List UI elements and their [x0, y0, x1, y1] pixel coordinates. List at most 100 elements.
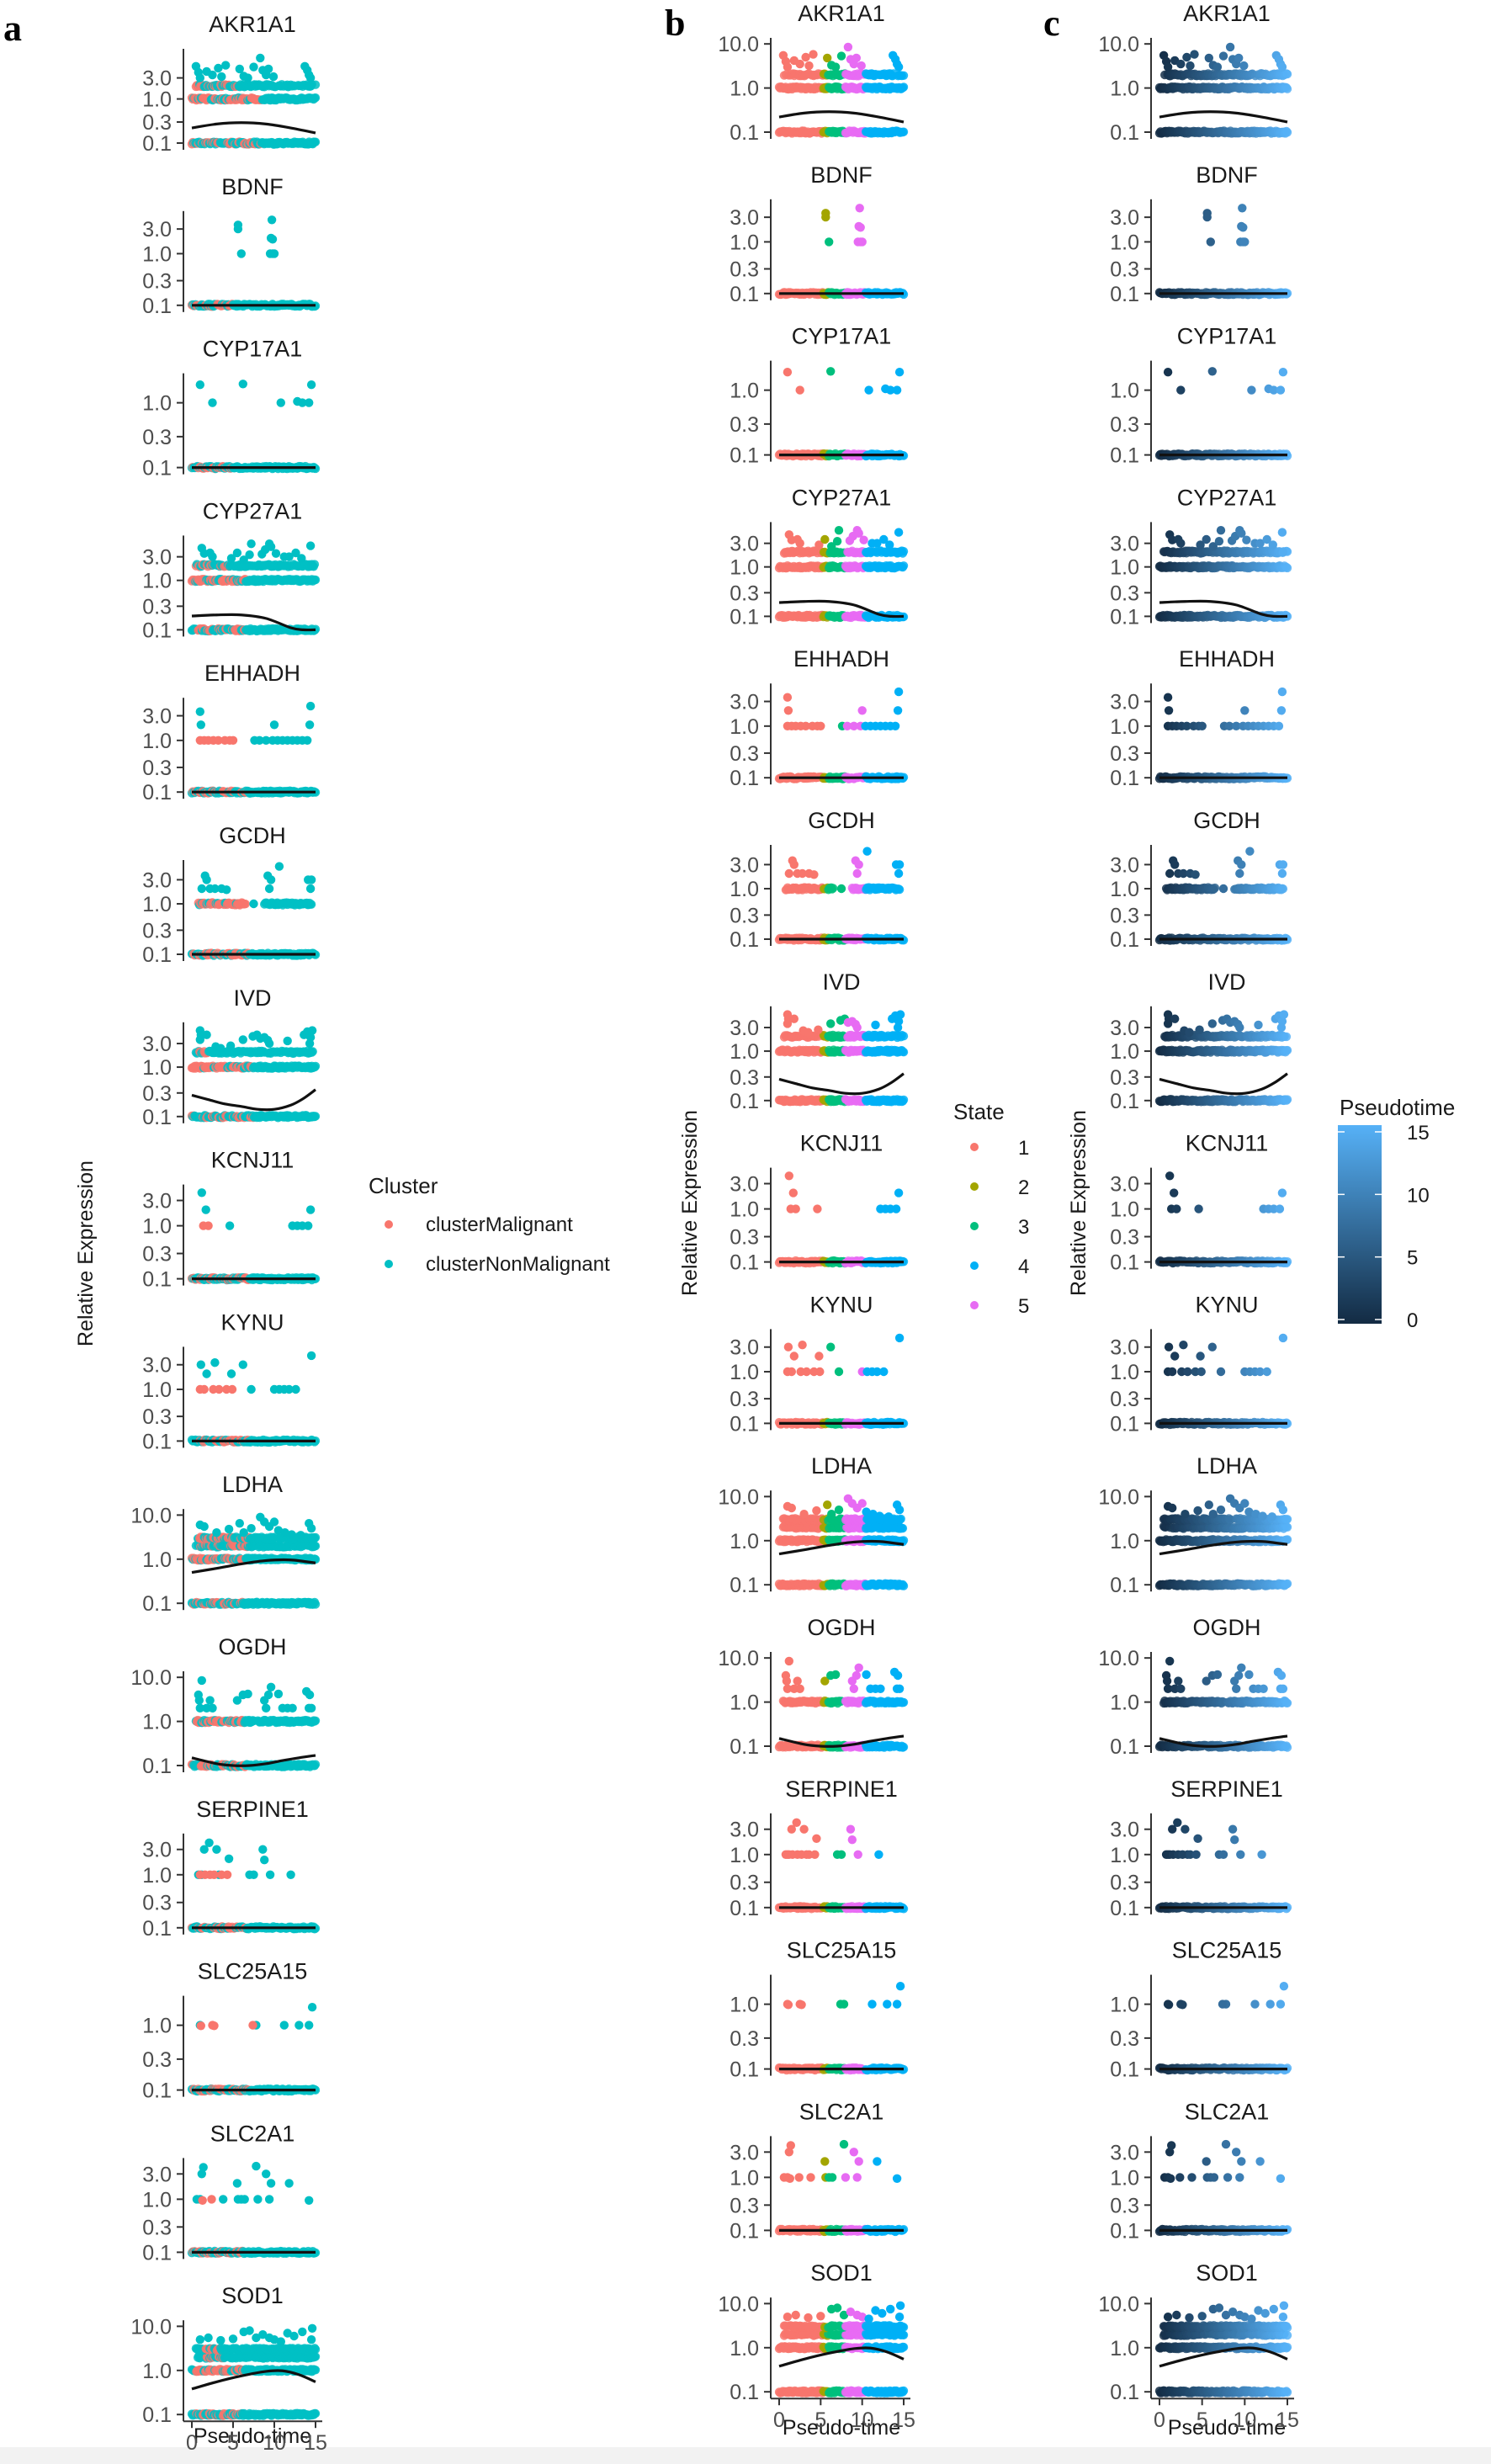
y-axis-title-b: Relative Expression [678, 1110, 702, 1296]
colorbar-tick-label: 10 [1407, 1184, 1430, 1207]
data-point [306, 900, 316, 909]
data-point [232, 548, 242, 558]
data-point [195, 380, 204, 390]
data-point [305, 720, 315, 730]
y-tick-label: 0.1 [142, 1430, 172, 1453]
gene-title: SERPINE1 [196, 1797, 309, 1822]
data-point [269, 720, 279, 730]
legend-state-swatch-2 [970, 1182, 979, 1191]
y-tick-label: 0.3 [142, 111, 172, 135]
data-point [855, 204, 864, 213]
data-point [196, 1360, 205, 1369]
data-point [247, 539, 256, 549]
y-tick-label: 3.0 [142, 2163, 172, 2186]
legend-state-swatch-3 [970, 1222, 979, 1230]
data-point [795, 385, 804, 395]
column-a: AKR1A13.01.00.30.1BDNF3.01.00.30.1CYP17A… [130, 12, 327, 2455]
y-tick-label: 1.0 [142, 1378, 172, 1402]
data-point [197, 1188, 206, 1197]
data-point [268, 235, 278, 244]
data-point [240, 2195, 249, 2204]
data-point [198, 2196, 207, 2205]
y-tick-label: 0.3 [730, 258, 759, 282]
y-tick-label: 0.1 [142, 1268, 172, 1292]
data-point [264, 884, 274, 894]
data-point [276, 2337, 285, 2346]
y-tick-label: 0.1 [142, 943, 172, 967]
y-tick-label: 3.0 [142, 218, 172, 242]
data-point [852, 53, 861, 63]
data-point [269, 249, 279, 258]
y-tick-label: 1.0 [142, 893, 172, 916]
data-point [294, 2021, 304, 2030]
colorbar-tick-label: 0 [1407, 1309, 1418, 1332]
data-point [263, 1690, 273, 1700]
gene-title: GCDH [219, 823, 286, 848]
data-point [264, 1038, 274, 1049]
data-point [204, 1221, 213, 1230]
data-point [241, 900, 250, 909]
data-point [197, 884, 206, 894]
data-point [199, 1521, 209, 1532]
y-tick-label: 1.0 [142, 1864, 172, 1888]
gene-title: BDNF [221, 174, 284, 199]
y-tick-label: 1.0 [142, 730, 172, 753]
y-tick-label: 1.0 [142, 2188, 172, 2212]
data-point [194, 1696, 204, 1705]
data-point [804, 61, 814, 71]
data-point [263, 64, 273, 74]
data-point [856, 223, 865, 232]
data-point [306, 1351, 316, 1361]
data-point [826, 367, 836, 376]
data-point [273, 1689, 284, 1699]
data-point [248, 2021, 257, 2030]
data-point [195, 707, 204, 716]
data-point [243, 73, 252, 82]
data-point [202, 875, 211, 884]
data-point [262, 1703, 271, 1713]
y-tick-label: 0.1 [142, 2079, 172, 2103]
x-tick-label: 5 [227, 2431, 239, 2455]
data-point [266, 875, 276, 884]
data-point [249, 899, 258, 909]
data-point [825, 237, 834, 247]
gene-title: EHHADH [204, 661, 300, 686]
data-point [306, 1703, 316, 1713]
data-point [795, 59, 804, 69]
legend-cluster-label-malignant: clusterMalignant [426, 1213, 573, 1236]
pseudotime-colorbar [1338, 1125, 1382, 1324]
data-point [260, 1856, 269, 1865]
y-tick-label: 0.3 [142, 2216, 172, 2239]
y-tick-label: 3.0 [142, 67, 172, 91]
data-point [297, 554, 306, 563]
data-point [253, 2195, 263, 2204]
y-tick-label: 1.0 [142, 1548, 172, 1572]
data-point [212, 1845, 221, 1854]
data-point [208, 552, 217, 561]
y-tick-label: 3.0 [142, 1190, 172, 1213]
data-point [247, 1524, 256, 1533]
data-point [197, 1675, 206, 1686]
data-point [305, 701, 316, 711]
x-axis-title-b: Pseudo-time [783, 2416, 900, 2440]
data-point [857, 237, 867, 247]
y-tick-label: 0.1 [142, 1755, 172, 1778]
data-point [204, 1838, 214, 1847]
points [187, 53, 321, 149]
data-point [310, 2345, 321, 2354]
y-tick-label: 0.1 [142, 1106, 172, 1129]
data-point [305, 1038, 315, 1049]
data-point [305, 2196, 314, 2205]
data-point [202, 1030, 211, 1039]
gene-title: BDNF [810, 162, 873, 188]
y-axis-title-c: Relative Expression [1067, 1110, 1090, 1296]
y-tick-label: 3.0 [142, 705, 172, 729]
y-tick-label: 0.1 [142, 2403, 172, 2427]
data-point [247, 1384, 256, 1394]
legend-state-swatch-5 [970, 1301, 979, 1309]
data-point [219, 2195, 228, 2204]
data-point [289, 2331, 299, 2341]
data-point [284, 2179, 294, 2188]
data-point [222, 1870, 232, 1879]
